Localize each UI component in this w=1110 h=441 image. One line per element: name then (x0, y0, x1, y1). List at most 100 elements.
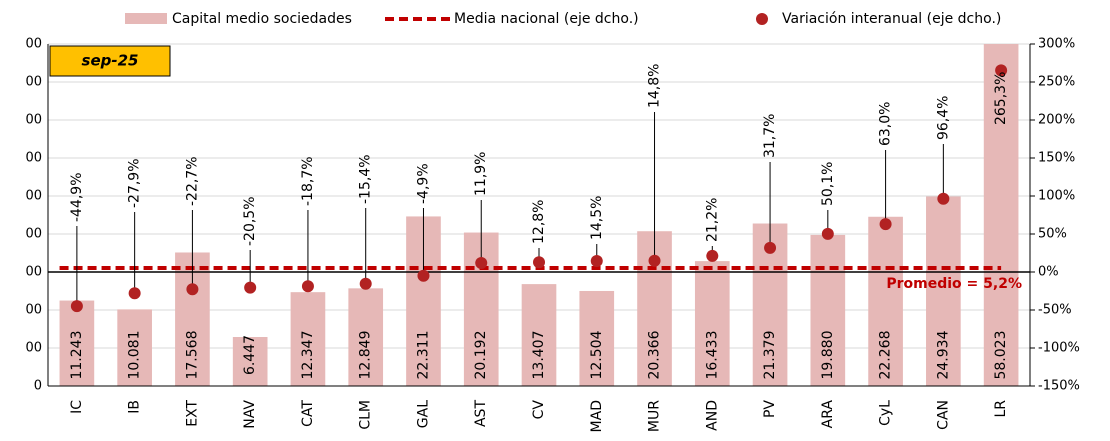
dot (128, 287, 141, 300)
bar (926, 196, 961, 386)
date-box (49, 45, 171, 77)
y2-tick-label: 100% (1038, 189, 1075, 204)
bar-value-label: 17.568 (184, 331, 200, 380)
dot-value-label: 96,4% (935, 96, 951, 140)
dot-value-label: 50,1% (820, 162, 836, 206)
average-label: Promedio = 5,2% (886, 276, 1022, 292)
y-tick-label: 00 (25, 189, 42, 204)
bar (348, 288, 384, 386)
x-tick-label: NAV (242, 400, 258, 429)
dot-value-label: -22,7% (184, 156, 200, 206)
bar (868, 216, 903, 386)
bar (521, 284, 557, 386)
y2-tick-label: 50% (1038, 227, 1067, 242)
dot (995, 64, 1008, 77)
y2-tick-label: 200% (1038, 113, 1075, 128)
y2-tick-label: -50% (1038, 303, 1072, 318)
y2-tick-label: 150% (1038, 151, 1075, 166)
x-tick-label: LR (993, 400, 1009, 418)
dot-value-label: -15,4% (358, 154, 374, 204)
bar-value-label: 12.504 (589, 330, 605, 379)
x-tick-label: IB (127, 400, 143, 414)
dot (301, 280, 314, 293)
bar-value-label: 22.268 (878, 331, 894, 380)
y-tick-label: 00 (25, 303, 42, 318)
y2-tick-label: 0% (1038, 265, 1059, 280)
legend-label: Variación interanual (eje dcho.) (782, 11, 1001, 27)
dot-value-label: 11,9% (473, 152, 489, 196)
dot (879, 218, 892, 231)
bar-value-label: 22.311 (415, 331, 431, 380)
y2-tick-label: 250% (1038, 75, 1075, 90)
dot-value-label: -44,9% (69, 172, 85, 222)
date-label: sep-25 (82, 52, 139, 70)
bars (59, 44, 1019, 386)
dot-value-label: -27,9% (127, 158, 143, 208)
y-tick-label: 00 (25, 265, 42, 280)
dot (70, 300, 83, 313)
bar-value-label: 20.366 (647, 330, 663, 379)
bar (579, 290, 615, 386)
bar (290, 292, 326, 386)
dot-value-label: 21,2% (704, 198, 720, 242)
bar-value-label: 6.447 (242, 335, 258, 375)
bar-value-label: 12.849 (358, 331, 374, 380)
y-tick-label: 00 (25, 37, 42, 52)
dot (244, 281, 257, 294)
y-tick-label: 00 (25, 151, 42, 166)
dot-value-label: -20,5% (242, 196, 258, 246)
x-tick-label: CAT (300, 400, 316, 427)
x-tick-label: PV (762, 400, 778, 418)
bar (810, 234, 846, 386)
bar-value-label: 10.081 (127, 331, 143, 380)
bar (694, 261, 730, 386)
y-tick-label: 00 (25, 113, 42, 128)
dot (417, 269, 430, 282)
bar-value-label: 21.379 (762, 331, 778, 380)
dot-value-label: 63,0% (878, 102, 894, 146)
dot (764, 241, 777, 254)
y-tick-label: 0 (34, 379, 42, 394)
legend-label: Capital medio sociedades (172, 11, 352, 27)
x-tick-label: CV (531, 400, 547, 420)
x-tick-label: CLM (358, 400, 374, 430)
dot (590, 254, 603, 267)
dot (937, 192, 950, 205)
dot-value-label: 14,8% (647, 64, 663, 108)
x-tick-label: EXT (184, 400, 200, 427)
bar-value-label: 13.407 (531, 331, 547, 380)
bar (983, 44, 1019, 386)
bar-value-label: 16.433 (704, 331, 720, 380)
x-tick-label: AST (473, 400, 489, 427)
y2-tick-label: 300% (1038, 37, 1075, 52)
dot (186, 283, 199, 296)
x-tick-label: MAD (589, 400, 605, 432)
dot-value-label: 31,7% (762, 114, 778, 158)
dot-value-label: 12,8% (531, 200, 547, 244)
x-tick-label: CAN (935, 400, 951, 430)
y-tick-label: 00 (25, 341, 42, 356)
dot (821, 227, 834, 240)
dot-value-label: -18,7% (300, 156, 316, 206)
legend-label: Media nacional (eje dcho.) (454, 11, 639, 27)
bar-value-label: 19.880 (820, 331, 836, 380)
dot-value-label: -4,9% (415, 163, 431, 204)
y2-tick-label: -100% (1038, 341, 1080, 356)
bar (59, 300, 95, 386)
dot (706, 249, 719, 262)
bar-value-label: 20.192 (473, 331, 489, 380)
x-tick-label: ARA (820, 400, 836, 429)
dot (359, 277, 372, 290)
dot (533, 256, 545, 269)
dot-value-label: 14,5% (589, 196, 605, 240)
bar-value-label: 12.347 (300, 331, 316, 380)
bar (117, 309, 152, 386)
x-tick-label: CyL (878, 400, 894, 426)
dot-value-label: 265,3% (993, 72, 1009, 125)
y2-tick-label: -150% (1038, 379, 1080, 394)
x-tick-label: MUR (647, 400, 663, 432)
x-tick-label: AND (704, 400, 720, 431)
dot (648, 254, 661, 267)
bar-value-label: 24.934 (935, 330, 951, 379)
